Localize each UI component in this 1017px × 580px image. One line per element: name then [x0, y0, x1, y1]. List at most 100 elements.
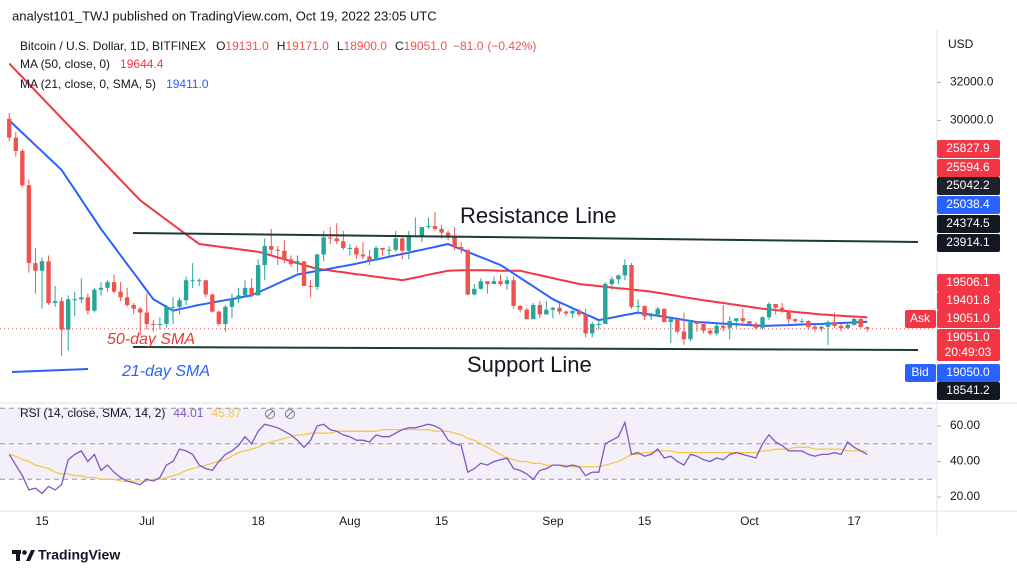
candle-body — [321, 237, 326, 255]
ohlc-key: H — [277, 39, 286, 53]
candle-body — [727, 321, 732, 328]
candle-body — [478, 281, 484, 289]
candle-body — [282, 250, 287, 260]
y-tick-label: 60.00 — [950, 418, 980, 432]
price-label-box — [937, 234, 1000, 252]
change: −81.0 — [453, 39, 484, 53]
candle-body — [825, 322, 831, 327]
candle-body — [20, 150, 25, 186]
legend-row: MA (50, close, 0) 19644.4 — [20, 57, 164, 71]
price-label-box — [937, 310, 1000, 328]
candle-body — [557, 307, 562, 312]
candle-body — [531, 304, 536, 320]
resistance-line — [132, 232, 919, 243]
x-tick-label: Jul — [139, 514, 154, 528]
moving-average — [8, 62, 868, 319]
candle-body — [452, 237, 457, 247]
candle-body — [806, 321, 811, 327]
candle-body — [419, 227, 425, 236]
candle-body — [249, 287, 254, 296]
candle-body — [92, 289, 97, 311]
moving-average — [8, 119, 868, 327]
price-pane — [0, 62, 936, 357]
candle-body — [197, 280, 202, 282]
published-by: analyst101_TWJ published on TradingView.… — [12, 8, 437, 23]
x-tick-label: 18 — [251, 514, 265, 528]
candle-body — [98, 287, 104, 290]
y-tick-label: 20.00 — [950, 489, 980, 503]
candle-body — [118, 291, 123, 298]
candle-body — [819, 326, 824, 329]
candle-body — [740, 318, 746, 322]
legend-name: MA (50, close, 0) — [20, 57, 110, 71]
candle-body — [662, 308, 667, 323]
rsi-title: RSI (14, close, SMA, 14, 2) — [20, 406, 165, 420]
candle-body — [308, 285, 313, 287]
candle-body — [59, 301, 64, 330]
price-label: 18541.2 — [946, 383, 990, 397]
price-label-box — [937, 215, 1000, 233]
rsi-line — [9, 428, 868, 482]
legend-name: MA (21, close, 0, SMA, 5) — [20, 77, 156, 91]
candle-body — [472, 288, 477, 295]
candle-body — [865, 327, 870, 329]
ohlc-key: C — [395, 39, 404, 53]
candle-body — [406, 235, 411, 251]
candle-body — [295, 261, 300, 265]
candle-body — [714, 325, 719, 334]
rsi-pane — [0, 407, 936, 495]
change-pct: (−0.42%) — [487, 39, 536, 53]
support-label: Support Line — [467, 352, 592, 377]
price-label-box — [937, 329, 1000, 361]
candle-body — [164, 306, 169, 324]
candle-body — [445, 232, 451, 238]
candle-body — [367, 256, 372, 261]
candle-body — [793, 319, 798, 322]
candle-body — [223, 306, 228, 324]
price-label: 19051.0 — [946, 311, 990, 325]
candle-body — [465, 249, 470, 295]
symbol-title: Bitcoin / U.S. Dollar, 1D, BITFINEX — [20, 39, 206, 53]
candle-body — [177, 300, 182, 307]
candle-body — [79, 297, 84, 300]
candle-body — [46, 261, 51, 304]
candle-body — [773, 303, 778, 308]
candle-body — [491, 281, 497, 285]
rsi-legend: RSI (14, close, SMA, 14, 2) 44.01 45.87 — [20, 406, 242, 420]
candle-body — [563, 311, 569, 314]
candle-body — [360, 254, 366, 257]
candle-body — [33, 263, 38, 271]
candle-body — [105, 282, 110, 288]
candle-body — [655, 308, 660, 315]
candle-body — [301, 261, 307, 286]
candle-body — [812, 326, 818, 329]
candle-body — [334, 238, 339, 242]
candle-body — [210, 294, 215, 312]
candle-body — [170, 306, 176, 308]
candle-body — [190, 280, 195, 282]
candle-body — [707, 330, 713, 334]
price-tag-box — [905, 364, 936, 382]
candle-body — [642, 305, 647, 317]
brand-logo — [12, 550, 35, 561]
y-tick-label: 40.00 — [950, 454, 980, 468]
price-label: 25038.4 — [946, 197, 990, 211]
candle-body — [504, 280, 510, 285]
candle-body — [517, 305, 523, 310]
price-label-box — [937, 364, 1000, 382]
candle-body — [524, 309, 529, 320]
candle-body — [760, 317, 765, 328]
candle-body — [432, 226, 438, 229]
x-tick-label: Oct — [740, 514, 759, 528]
candle-body — [216, 311, 222, 324]
candle-body — [609, 279, 615, 285]
candle-body — [648, 314, 654, 317]
candle-body — [138, 308, 143, 313]
candle-body — [229, 299, 235, 307]
x-tick-label: 15 — [35, 514, 49, 528]
x-tick-label: Aug — [339, 514, 360, 528]
price-label: 19050.0 — [946, 365, 990, 379]
price-label: 25594.6 — [946, 160, 990, 174]
candle-body — [183, 280, 189, 301]
